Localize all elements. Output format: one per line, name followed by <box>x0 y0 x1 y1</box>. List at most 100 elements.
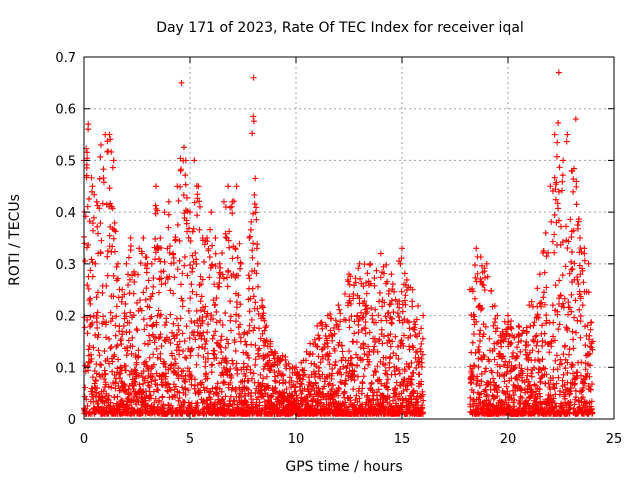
data-point <box>218 388 225 395</box>
data-point <box>351 377 358 384</box>
data-point <box>303 357 310 364</box>
data-point <box>142 397 149 404</box>
data-point <box>95 403 102 410</box>
data-point <box>237 301 244 308</box>
data-point <box>182 181 189 188</box>
data-point <box>213 308 220 315</box>
data-point <box>245 354 252 361</box>
data-point <box>209 242 216 249</box>
data-point <box>219 396 226 403</box>
data-point <box>339 348 346 355</box>
data-point <box>324 343 331 350</box>
data-point <box>114 393 121 400</box>
data-point <box>145 332 152 339</box>
data-point <box>92 260 99 267</box>
data-point <box>378 326 385 333</box>
data-point <box>157 331 164 338</box>
data-point <box>235 292 242 299</box>
data-point <box>98 362 105 369</box>
data-point <box>365 343 372 350</box>
data-point <box>261 317 268 324</box>
data-point <box>113 303 120 310</box>
y-axis-title: ROTI / TECUs <box>7 194 23 286</box>
data-point <box>253 204 260 211</box>
data-point <box>212 250 219 257</box>
data-point <box>133 326 140 333</box>
data-point <box>255 310 262 317</box>
data-point <box>229 384 236 391</box>
data-point <box>353 392 360 399</box>
data-point <box>119 331 126 338</box>
data-point <box>357 344 364 351</box>
data-point <box>205 355 212 362</box>
data-point <box>200 354 207 361</box>
data-point <box>200 384 207 391</box>
data-point <box>110 272 117 279</box>
data-point <box>363 290 370 297</box>
data-point <box>371 343 378 350</box>
data-point <box>362 318 369 325</box>
data-point <box>187 295 194 302</box>
data-point <box>161 258 168 265</box>
data-point <box>159 393 166 400</box>
data-point <box>95 347 102 354</box>
data-point <box>126 319 133 326</box>
data-point <box>368 379 375 386</box>
data-point <box>112 385 119 392</box>
data-point <box>356 295 363 302</box>
data-point <box>232 347 239 354</box>
data-point <box>167 340 174 347</box>
data-point <box>274 362 281 369</box>
data-point <box>231 336 238 343</box>
data-point <box>335 392 342 399</box>
data-point <box>363 308 370 315</box>
data-point <box>383 261 390 268</box>
data-point <box>113 375 120 382</box>
data-point <box>179 330 186 337</box>
data-point <box>234 370 241 377</box>
data-point <box>334 323 341 330</box>
data-point <box>106 232 113 239</box>
data-point <box>152 249 159 256</box>
data-point <box>374 348 381 355</box>
data-point <box>312 380 319 387</box>
data-point <box>381 333 388 340</box>
data-point <box>228 203 235 210</box>
data-point <box>168 260 175 267</box>
data-point <box>162 370 169 377</box>
data-point <box>125 281 132 288</box>
data-point <box>188 318 195 325</box>
data-point <box>174 331 181 338</box>
data-point <box>98 393 105 400</box>
data-point <box>264 352 271 359</box>
data-point <box>219 250 226 257</box>
data-point <box>308 371 315 378</box>
data-point <box>317 399 324 406</box>
data-point <box>107 200 114 207</box>
data-point <box>249 254 256 261</box>
data-point <box>225 237 232 244</box>
data-point <box>355 329 362 336</box>
data-point <box>207 226 214 233</box>
data-point <box>107 399 114 406</box>
data-point <box>183 194 190 201</box>
data-point <box>107 136 114 143</box>
data-point <box>181 262 188 269</box>
data-point <box>302 397 309 404</box>
data-point <box>266 357 273 364</box>
data-point <box>127 309 134 316</box>
y-tick-label: 0.2 <box>55 310 76 325</box>
data-point <box>252 356 259 363</box>
data-point <box>347 394 354 401</box>
data-point <box>112 332 119 339</box>
data-point <box>257 371 264 378</box>
data-point <box>337 310 344 317</box>
data-point <box>183 323 190 330</box>
data-point <box>125 406 132 413</box>
data-point <box>182 354 189 361</box>
data-point <box>97 249 104 256</box>
data-point <box>319 355 326 362</box>
data-point <box>165 224 172 231</box>
data-point <box>219 321 226 328</box>
data-point <box>145 341 152 348</box>
